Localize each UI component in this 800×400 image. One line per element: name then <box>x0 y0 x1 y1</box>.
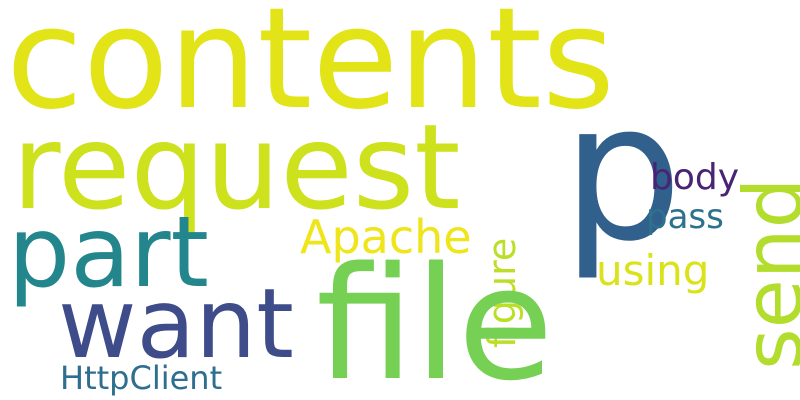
word-apache: Apache <box>300 210 472 264</box>
word-body: body <box>650 157 740 198</box>
word-request: request <box>12 98 461 236</box>
word-file: file <box>316 233 554 400</box>
word-pass: pass <box>646 197 724 237</box>
word-httpclient: HttpClient <box>60 359 223 397</box>
word-using: using <box>596 246 710 295</box>
word-p: p <box>562 62 683 283</box>
word-part: part <box>8 196 209 310</box>
word-want: want <box>58 268 294 380</box>
word-contents: contents <box>6 0 615 141</box>
word-send: send <box>727 177 800 370</box>
